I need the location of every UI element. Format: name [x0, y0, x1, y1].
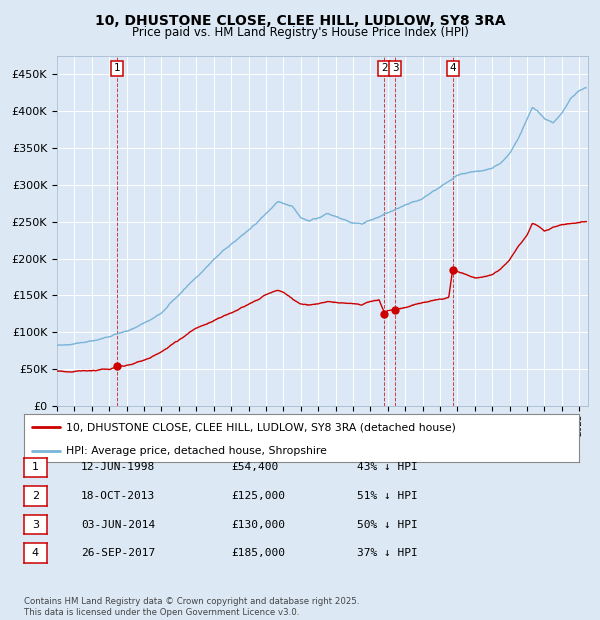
Text: 10, DHUSTONE CLOSE, CLEE HILL, LUDLOW, SY8 3RA (detached house): 10, DHUSTONE CLOSE, CLEE HILL, LUDLOW, S… [65, 422, 455, 432]
Text: 12-JUN-1998: 12-JUN-1998 [81, 463, 155, 472]
Text: 1: 1 [32, 463, 39, 472]
Text: 37% ↓ HPI: 37% ↓ HPI [357, 548, 418, 558]
Text: 26-SEP-2017: 26-SEP-2017 [81, 548, 155, 558]
Text: £125,000: £125,000 [231, 491, 285, 501]
Text: 51% ↓ HPI: 51% ↓ HPI [357, 491, 418, 501]
Text: 18-OCT-2013: 18-OCT-2013 [81, 491, 155, 501]
Text: 10, DHUSTONE CLOSE, CLEE HILL, LUDLOW, SY8 3RA: 10, DHUSTONE CLOSE, CLEE HILL, LUDLOW, S… [95, 14, 505, 28]
Text: 4: 4 [32, 548, 39, 558]
Text: 3: 3 [392, 63, 398, 73]
Text: 03-JUN-2014: 03-JUN-2014 [81, 520, 155, 529]
Text: 3: 3 [32, 520, 39, 529]
Text: 43% ↓ HPI: 43% ↓ HPI [357, 463, 418, 472]
Text: 2: 2 [32, 491, 39, 501]
Text: Contains HM Land Registry data © Crown copyright and database right 2025.
This d: Contains HM Land Registry data © Crown c… [24, 598, 359, 617]
Text: £54,400: £54,400 [231, 463, 278, 472]
Text: 2: 2 [381, 63, 388, 73]
Text: £130,000: £130,000 [231, 520, 285, 529]
Text: 4: 4 [449, 63, 456, 73]
Text: 1: 1 [114, 63, 121, 73]
Text: £185,000: £185,000 [231, 548, 285, 558]
Text: 50% ↓ HPI: 50% ↓ HPI [357, 520, 418, 529]
Text: Price paid vs. HM Land Registry's House Price Index (HPI): Price paid vs. HM Land Registry's House … [131, 26, 469, 39]
Text: HPI: Average price, detached house, Shropshire: HPI: Average price, detached house, Shro… [65, 446, 326, 456]
